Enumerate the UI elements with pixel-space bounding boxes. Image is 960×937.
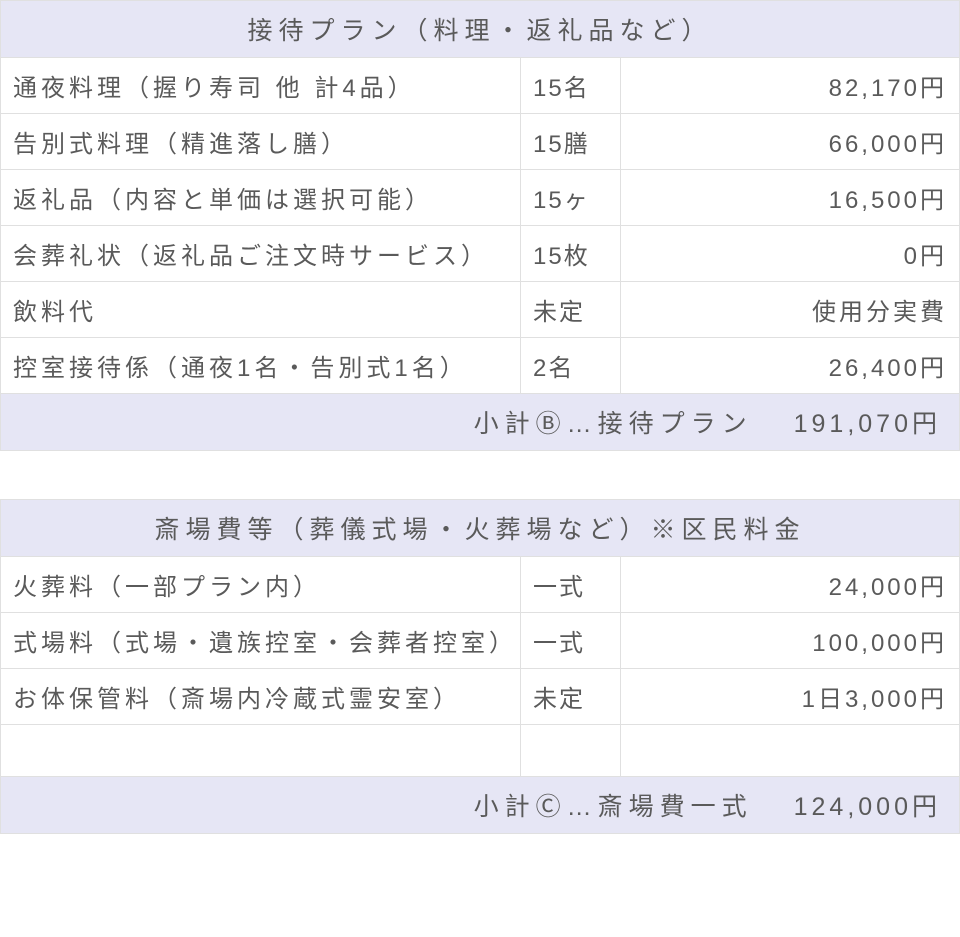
row-desc: お体保管料（斎場内冷蔵式霊安室）	[1, 669, 521, 725]
row-amount: 26,400円	[621, 338, 960, 394]
row-amount: 82,170円	[621, 58, 960, 114]
row-desc: 会葬礼状（返礼品ご注文時サービス）	[1, 226, 521, 282]
row-desc: 飲料代	[1, 282, 521, 338]
row-qty: 2名	[521, 338, 621, 394]
row-qty	[521, 725, 621, 777]
section2-title: 斎場費等（葬儀式場・火葬場など）※区民料金	[1, 500, 960, 557]
row-amount: 0円	[621, 226, 960, 282]
row-amount: 16,500円	[621, 170, 960, 226]
row-qty: 15名	[521, 58, 621, 114]
subtotal-row: 小計Ⓑ…接待プラン 191,070円	[1, 394, 960, 451]
row-qty: 15ヶ	[521, 170, 621, 226]
subtotal-label: 小計Ⓑ…接待プラン	[474, 410, 753, 438]
row-qty: 15膳	[521, 114, 621, 170]
row-desc: 火葬料（一部プラン内）	[1, 557, 521, 613]
table-row: 式場料（式場・遺族控室・会葬者控室） 一式 100,000円	[1, 613, 960, 669]
row-qty: 一式	[521, 613, 621, 669]
row-desc: 控室接待係（通夜1名・告別式1名）	[1, 338, 521, 394]
table-row: お体保管料（斎場内冷蔵式霊安室） 未定 1日3,000円	[1, 669, 960, 725]
row-desc: 告別式料理（精進落し膳）	[1, 114, 521, 170]
table-row: 火葬料（一部プラン内） 一式 24,000円	[1, 557, 960, 613]
subtotal-label: 小計Ⓒ…斎場費一式	[474, 793, 753, 821]
table-row	[1, 725, 960, 777]
row-desc: 返礼品（内容と単価は選択可能）	[1, 170, 521, 226]
table-row: 控室接待係（通夜1名・告別式1名） 2名 26,400円	[1, 338, 960, 394]
row-desc	[1, 725, 521, 777]
table-row: 飲料代 未定 使用分実費	[1, 282, 960, 338]
row-amount: 100,000円	[621, 613, 960, 669]
subtotal-row: 小計Ⓒ…斎場費一式 124,000円	[1, 777, 960, 834]
table-row: 返礼品（内容と単価は選択可能） 15ヶ 16,500円	[1, 170, 960, 226]
table-row: 通夜料理（握り寿司 他 計4品） 15名 82,170円	[1, 58, 960, 114]
row-amount: 使用分実費	[621, 282, 960, 338]
table-row: 告別式料理（精進落し膳） 15膳 66,000円	[1, 114, 960, 170]
row-desc: 式場料（式場・遺族控室・会葬者控室）	[1, 613, 521, 669]
row-qty: 一式	[521, 557, 621, 613]
row-desc: 通夜料理（握り寿司 他 計4品）	[1, 58, 521, 114]
row-qty: 15枚	[521, 226, 621, 282]
row-amount	[621, 725, 960, 777]
subtotal-amount: 124,000円	[794, 787, 941, 823]
row-qty: 未定	[521, 669, 621, 725]
row-amount: 24,000円	[621, 557, 960, 613]
row-qty: 未定	[521, 282, 621, 338]
table-row: 会葬礼状（返礼品ご注文時サービス） 15枚 0円	[1, 226, 960, 282]
section1-title: 接待プラン（料理・返礼品など）	[1, 1, 960, 58]
hospitality-plan-table: 接待プラン（料理・返礼品など） 通夜料理（握り寿司 他 計4品） 15名 82,…	[0, 0, 960, 451]
row-amount: 66,000円	[621, 114, 960, 170]
subtotal-amount: 191,070円	[794, 404, 941, 440]
venue-fees-table: 斎場費等（葬儀式場・火葬場など）※区民料金 火葬料（一部プラン内） 一式 24,…	[0, 499, 960, 834]
row-amount: 1日3,000円	[621, 669, 960, 725]
